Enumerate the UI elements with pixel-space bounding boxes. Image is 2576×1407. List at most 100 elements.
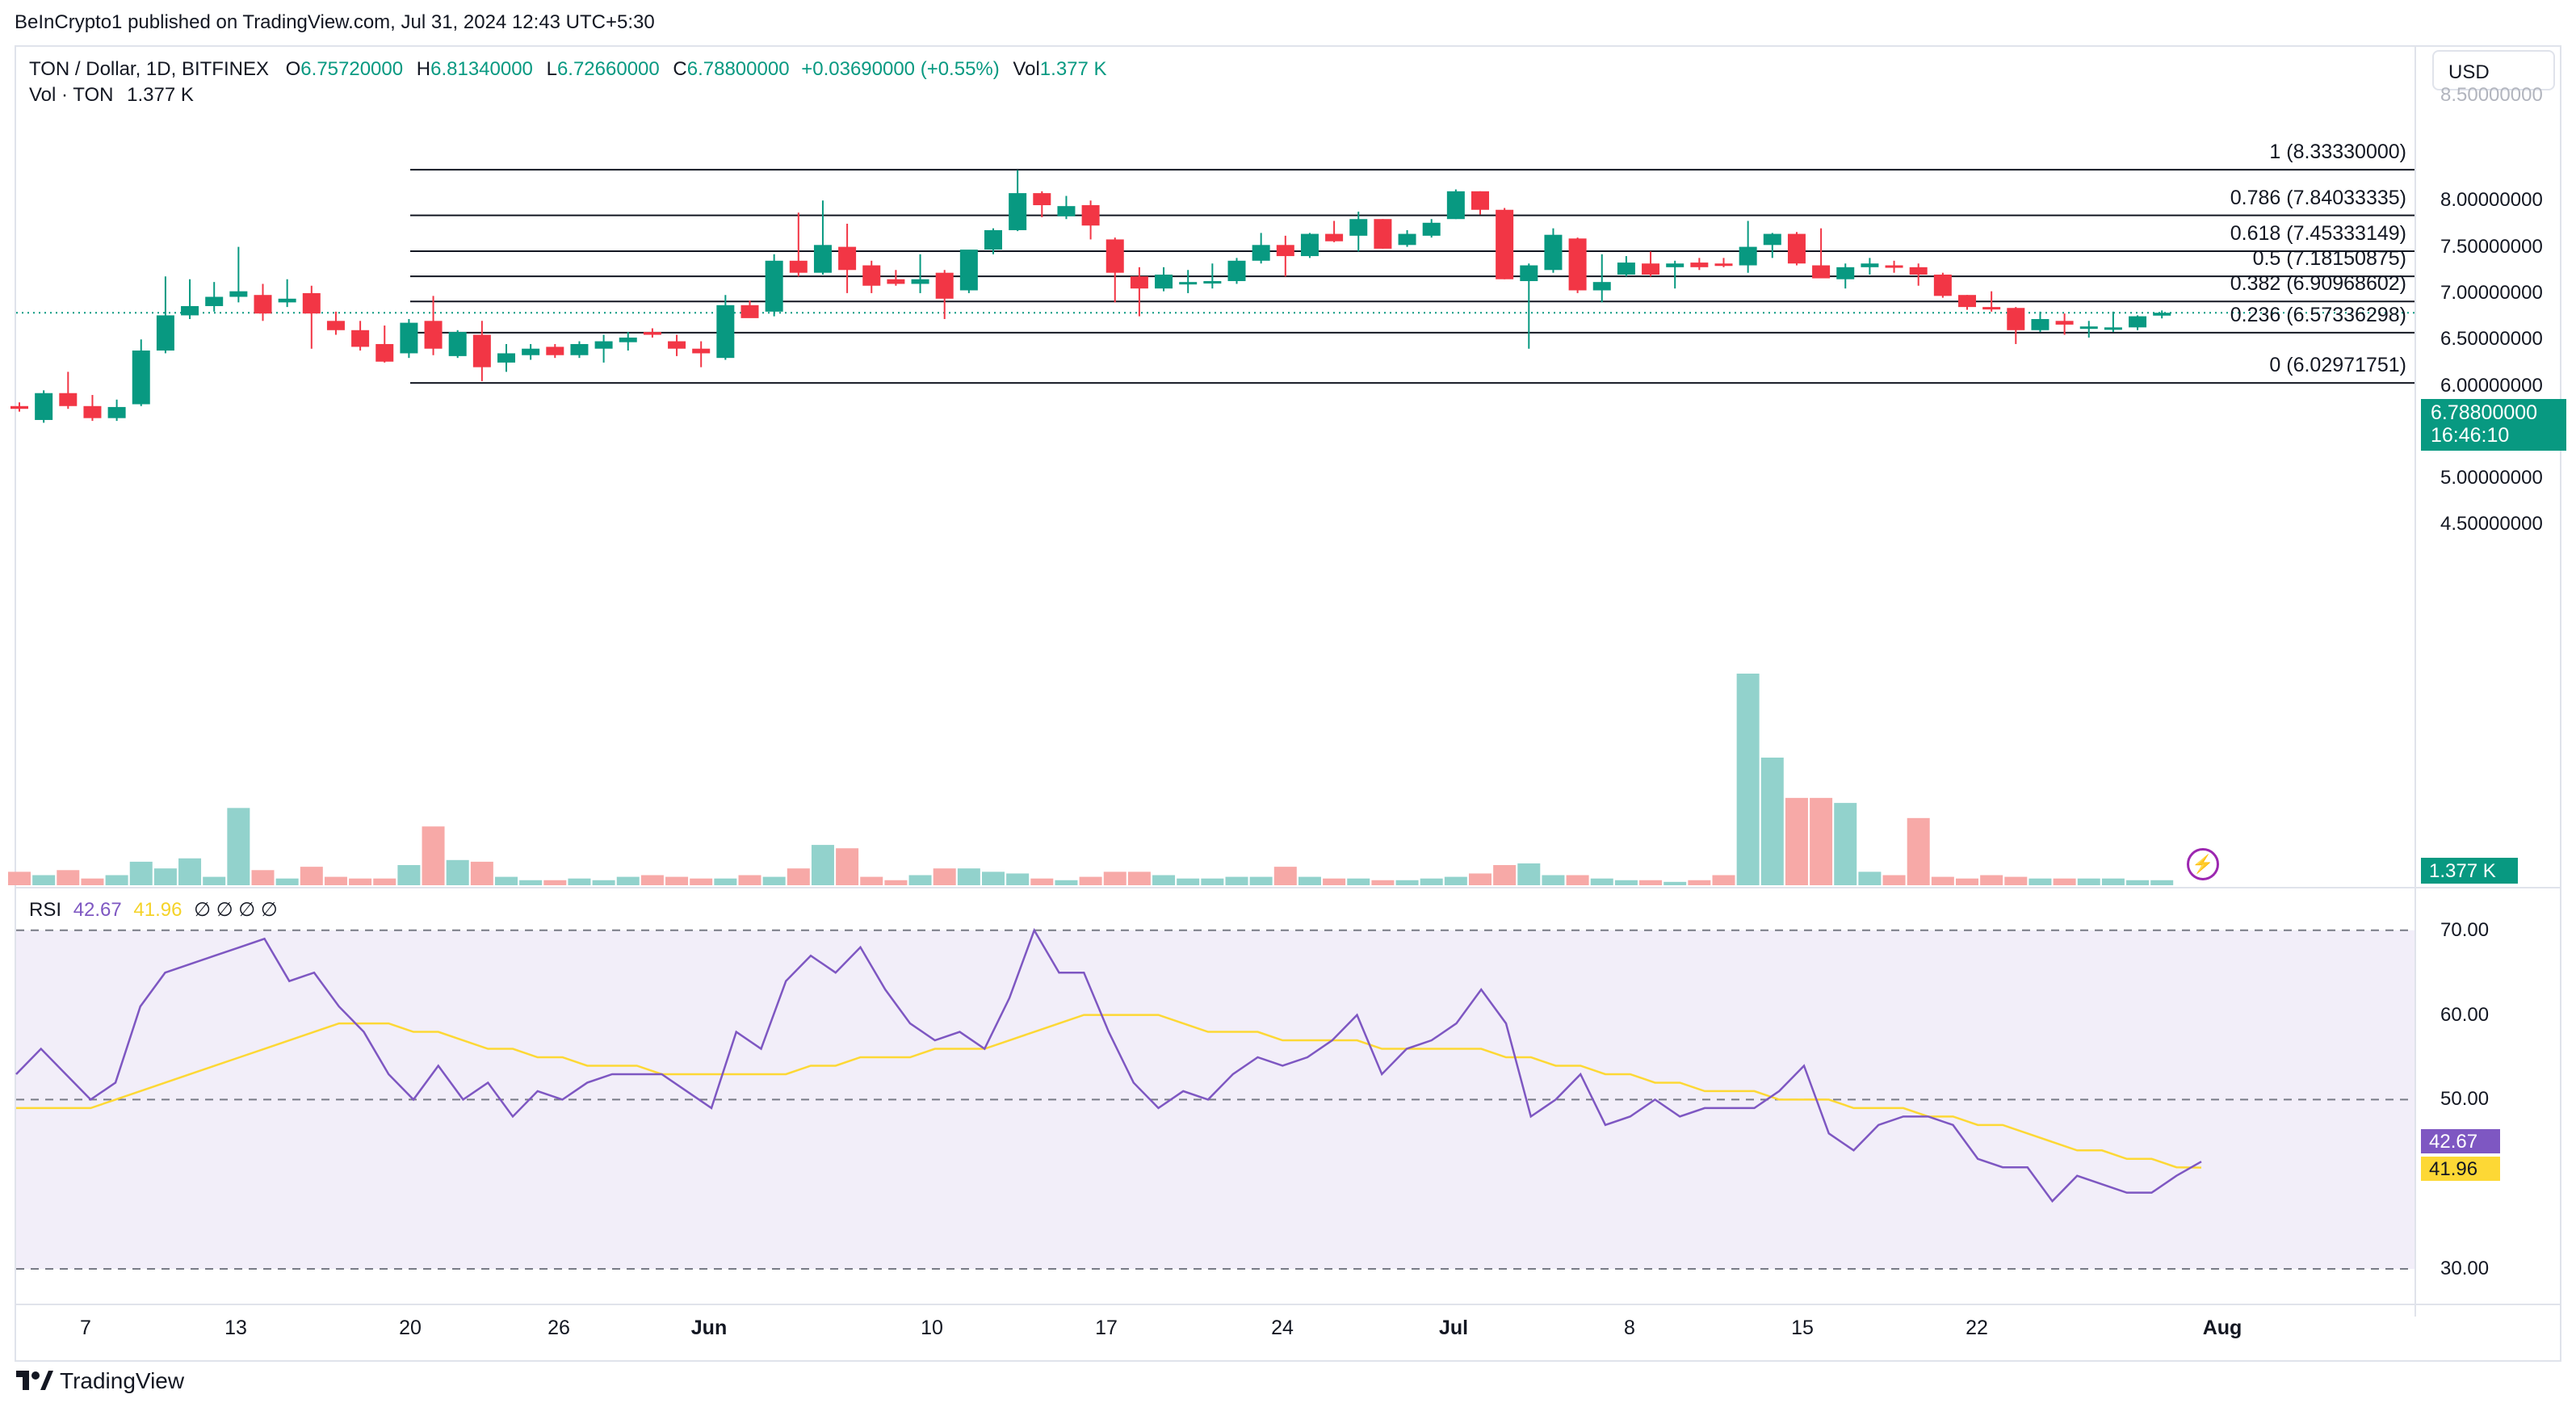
volume-bar xyxy=(1614,880,1638,885)
candle-body xyxy=(692,348,711,354)
candle-body xyxy=(887,279,905,284)
rsi-ma-tag: 41.96 xyxy=(2421,1157,2500,1181)
volume-bar xyxy=(1858,872,1882,885)
brand-name: TradingView xyxy=(60,1368,185,1393)
fib-level-label: 0.236 (6.57336298) xyxy=(2230,303,2406,326)
currency-button[interactable]: USD xyxy=(2432,50,2555,90)
open-value: 6.75720000 xyxy=(300,58,404,80)
volume-bar xyxy=(543,880,567,885)
volume-bar xyxy=(446,859,469,885)
pane-divider[interactable] xyxy=(15,887,2561,888)
candle-body xyxy=(375,343,394,362)
volume-bar xyxy=(1030,878,1054,885)
volume-bar xyxy=(690,878,713,885)
price-axis-label: 6.50000000 xyxy=(2440,328,2543,351)
volume-bar xyxy=(1931,876,1954,885)
candle-body xyxy=(2104,327,2122,330)
candle-body xyxy=(2129,316,2147,328)
candle-body xyxy=(1057,206,1076,216)
candle-body xyxy=(570,343,589,355)
volume-bar xyxy=(1249,876,1273,885)
volume-bar xyxy=(640,875,664,885)
candle-body xyxy=(181,305,199,316)
volume-bar xyxy=(1395,880,1419,885)
candle-body xyxy=(935,272,954,299)
candle-body xyxy=(1617,262,1635,275)
volume-bar xyxy=(2101,878,2125,885)
volume-bar xyxy=(1810,797,1833,885)
last-price-value: 6.78800000 xyxy=(2431,401,2538,424)
volume-bar xyxy=(1273,867,1297,885)
price-axis-label: 7.00000000 xyxy=(2440,281,2543,304)
date-axis-label: 17 xyxy=(1095,1317,1118,1339)
price-axis-label: 6.00000000 xyxy=(2440,374,2543,397)
volume-bar xyxy=(714,878,737,885)
candle-body xyxy=(813,245,832,273)
tradingview-logo-icon xyxy=(16,1371,53,1390)
volume-bar xyxy=(665,876,689,885)
volume-bar xyxy=(495,876,518,885)
candle-body xyxy=(2007,308,2025,330)
volume-bar xyxy=(1760,757,1784,885)
candle-body xyxy=(1861,263,1879,267)
candle-body xyxy=(1642,263,1660,275)
volume-series-value: 1.377 K xyxy=(127,84,194,106)
close-label: C xyxy=(673,58,687,80)
volume-bar xyxy=(470,861,493,885)
candle-body xyxy=(107,406,126,418)
candle-body xyxy=(1155,274,1173,289)
volume-bar xyxy=(1639,880,1663,885)
volume-bar xyxy=(933,868,956,885)
volume-bar xyxy=(1736,674,1760,885)
volume-bar xyxy=(568,878,591,885)
volume-bar xyxy=(203,876,226,885)
price-axis-label: 4.50000000 xyxy=(2440,513,2543,536)
fib-level-label: 0.618 (7.45333149) xyxy=(2230,221,2406,245)
candle-body xyxy=(1909,267,1928,275)
candle-body xyxy=(448,332,467,356)
candle-body xyxy=(838,246,857,271)
rsi-value-tag: 42.67 xyxy=(2421,1129,2500,1153)
rsi-ma-line xyxy=(16,1014,2202,1169)
candle-body xyxy=(1130,276,1148,289)
candle-body xyxy=(1544,234,1563,271)
volume-bar xyxy=(324,876,347,885)
volume-bar xyxy=(1347,878,1370,885)
candle-body xyxy=(1520,265,1538,282)
volume-bar xyxy=(1907,817,1930,885)
volume-bar xyxy=(178,858,202,885)
rsi-level-label: 50.00 xyxy=(2440,1088,2490,1111)
price-axis-label: 5.00000000 xyxy=(2440,467,2543,489)
candle-body xyxy=(911,279,929,284)
candle-body xyxy=(765,260,783,312)
candle-body xyxy=(1300,233,1319,257)
candle-body xyxy=(1009,193,1027,230)
symbol-legend: TON / Dollar, 1D, BITFINEX O6.75720000 H… xyxy=(29,58,1107,81)
rsi-value: 42.67 xyxy=(73,899,122,921)
volume-bar xyxy=(1517,863,1541,885)
volume-bar xyxy=(1785,797,1808,885)
volume-bar xyxy=(129,861,153,885)
candle-body xyxy=(424,321,443,349)
volume-bar xyxy=(1663,881,1687,885)
volume-bar xyxy=(105,875,128,885)
volume-bar xyxy=(1103,872,1126,885)
tradingview-logo[interactable]: TradingView xyxy=(16,1368,184,1394)
volume-tag: 1.377 K xyxy=(2421,858,2518,884)
date-axis-label: 10 xyxy=(921,1317,943,1339)
volume-bar xyxy=(884,880,908,885)
fib-level-label: 0 (6.02971751) xyxy=(2269,354,2406,377)
candle-body xyxy=(1568,238,1587,291)
volume-bar xyxy=(1590,878,1613,885)
date-axis-label: Jun xyxy=(690,1317,728,1339)
price-axis-label: 8.00000000 xyxy=(2440,189,2543,212)
date-axis-label: 8 xyxy=(1624,1317,1635,1339)
volume-bar xyxy=(2126,880,2150,885)
candle-body xyxy=(1374,219,1392,249)
candle-body xyxy=(35,393,53,420)
candle-body xyxy=(1496,209,1514,279)
lightning-icon[interactable]: ⚡ xyxy=(2187,848,2219,880)
candle-body xyxy=(959,250,978,291)
candle-body xyxy=(1763,233,1781,246)
